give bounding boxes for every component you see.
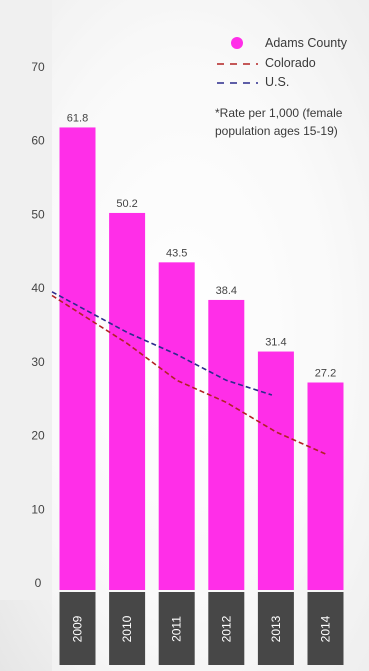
category-box-2014 (307, 592, 344, 665)
y-tick-label: 40 (31, 281, 45, 295)
data-label-2014: 27.2 (315, 367, 336, 379)
data-label-2009: 61.8 (67, 112, 88, 124)
data-label-2013: 31.4 (265, 337, 286, 349)
legend-entry: Colorado (265, 56, 316, 70)
category-label-2013: 2013 (269, 615, 283, 642)
legend-entry: U.S. (265, 75, 289, 89)
category-box-2013 (257, 592, 294, 665)
data-label-2011: 43.5 (166, 247, 187, 259)
y-tick-label: 60 (31, 134, 45, 148)
bar-2012[interactable] (208, 299, 245, 590)
category-box-2012 (208, 592, 245, 665)
category-label-2014: 2014 (319, 615, 333, 642)
category-box-2010 (109, 592, 146, 665)
data-label-2012: 38.4 (216, 285, 237, 297)
line-u-s[interactable] (51, 291, 273, 396)
bar-2010[interactable] (109, 212, 146, 590)
category-label-2012: 2012 (219, 615, 233, 642)
legend-entry: Adams County (265, 36, 348, 50)
line-colorado[interactable] (51, 294, 326, 455)
rate-footnote: *Rate per 1,000 (female (215, 106, 343, 120)
y-tick-label: 30 (31, 355, 45, 369)
category-label-2009: 2009 (71, 615, 85, 642)
y-tick-label: 0 (35, 576, 42, 590)
y-tick-label: 50 (31, 207, 45, 221)
y-tick-label: 20 (31, 429, 45, 443)
y-axis-panel (0, 0, 52, 600)
bar-2014[interactable] (307, 382, 344, 590)
bar-2009[interactable] (59, 127, 96, 591)
bar-2013[interactable] (257, 351, 294, 590)
y-tick-label: 10 (31, 502, 45, 516)
data-label-2010: 50.2 (116, 198, 137, 210)
y-tick-label: 70 (31, 60, 45, 74)
bar-2011[interactable] (158, 262, 195, 590)
category-box-2009 (59, 592, 96, 665)
category-label-2010: 2010 (120, 615, 134, 642)
rate-footnote: population ages 15-19) (215, 124, 338, 138)
category-box-2011 (158, 592, 195, 665)
category-label-2011: 2011 (170, 616, 184, 642)
legend-marker-adams-county (231, 37, 243, 49)
